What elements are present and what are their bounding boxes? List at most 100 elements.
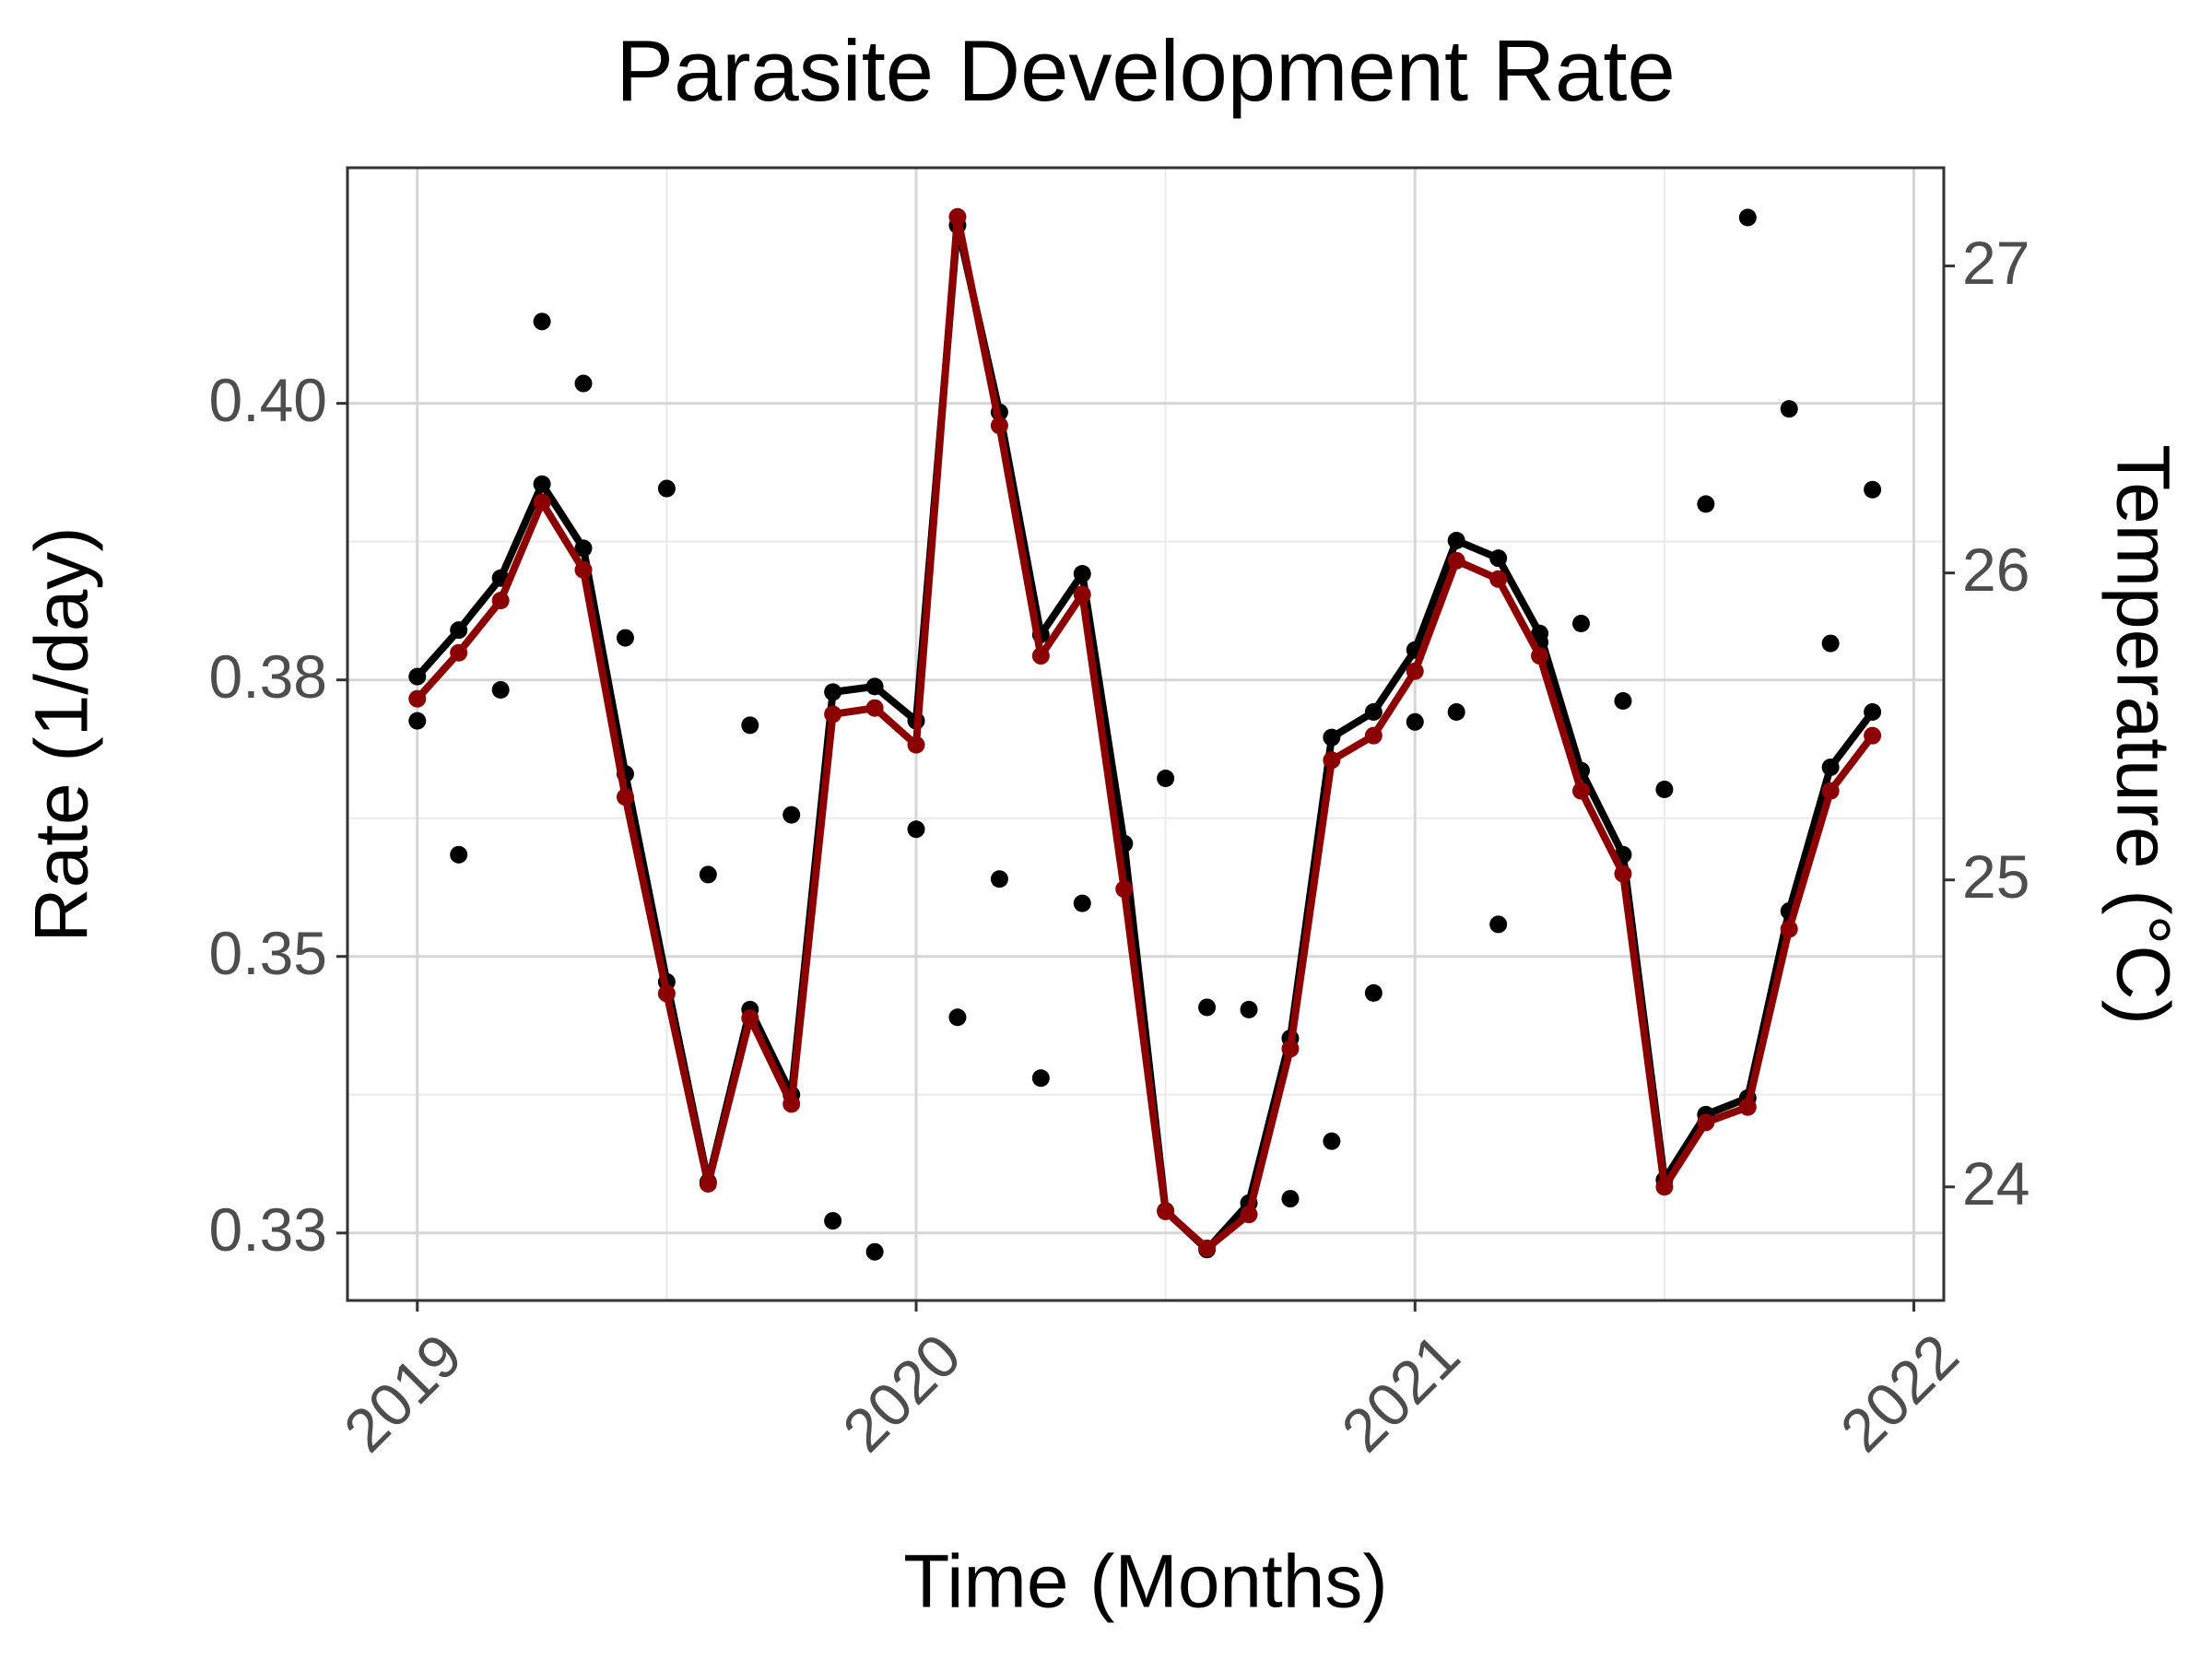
- data-point: [990, 870, 1008, 888]
- data-point: [1447, 531, 1465, 549]
- data-point: [1614, 865, 1632, 883]
- data-point: [1157, 1202, 1175, 1220]
- data-point: [491, 680, 510, 699]
- y-tick-label: 0.40: [209, 366, 327, 434]
- data-point: [1738, 208, 1757, 227]
- data-point: [533, 312, 551, 331]
- data-point: [408, 667, 427, 686]
- y2-tick-label: 27: [1962, 229, 2030, 297]
- data-point: [782, 1095, 801, 1113]
- data-point: [1489, 915, 1508, 934]
- data-point: [1323, 751, 1341, 770]
- data-point: [450, 621, 468, 640]
- data-point: [408, 689, 427, 708]
- x-axis-title: Time (Months): [903, 1540, 1387, 1624]
- data-point: [1821, 759, 1840, 777]
- data-point: [1240, 1000, 1258, 1018]
- data-point: [1614, 691, 1632, 710]
- data-point: [1780, 400, 1798, 418]
- data-point: [1031, 647, 1050, 665]
- data-point: [1073, 585, 1091, 604]
- data-point: [616, 788, 634, 806]
- data-point: [1364, 702, 1382, 721]
- data-point: [1489, 570, 1508, 588]
- data-point: [824, 705, 842, 724]
- data-point: [1447, 702, 1465, 721]
- data-point: [616, 629, 634, 647]
- data-point: [1655, 1178, 1674, 1196]
- data-point: [865, 699, 884, 717]
- data-point: [1821, 782, 1840, 800]
- data-point: [533, 493, 551, 512]
- data-point: [1864, 480, 1882, 499]
- data-point: [533, 475, 551, 493]
- data-point: [1323, 1132, 1341, 1150]
- x-tick-label: 2022: [1828, 1321, 1971, 1465]
- data-point: [1697, 495, 1715, 513]
- data-point: [1572, 782, 1591, 800]
- data-point: [1447, 551, 1465, 570]
- plot-border: [346, 166, 1946, 1302]
- data-point: [699, 1174, 717, 1193]
- data-point: [1281, 1190, 1300, 1208]
- data-point: [741, 1009, 759, 1028]
- y2-tick-label: 25: [1962, 842, 2030, 911]
- data-point: [574, 560, 593, 579]
- data-point: [907, 735, 925, 754]
- data-point: [1821, 634, 1840, 653]
- y-tick-label: 0.35: [209, 919, 327, 987]
- data-point: [824, 1212, 842, 1230]
- data-point: [1489, 549, 1508, 568]
- data-point: [1323, 728, 1341, 747]
- data-point: [741, 716, 759, 735]
- data-point: [699, 865, 717, 884]
- data-point: [450, 845, 468, 864]
- data-point: [1364, 983, 1382, 1002]
- series-line: [414, 213, 1876, 1253]
- data-point: [1655, 781, 1674, 799]
- data-point: [657, 984, 676, 1003]
- y2-tick-label: 24: [1962, 1149, 2030, 1218]
- data-point: [1697, 1113, 1715, 1132]
- data-point: [948, 1008, 967, 1027]
- x-tick-label: 2019: [331, 1321, 475, 1465]
- data-point: [1364, 726, 1382, 745]
- data-point: [450, 643, 468, 662]
- data-point: [1738, 1098, 1757, 1116]
- data-point: [1198, 1239, 1217, 1257]
- data-point: [491, 592, 510, 610]
- data-point: [907, 820, 925, 839]
- data-point: [574, 539, 593, 558]
- data-point: [782, 806, 801, 824]
- data-point: [865, 1242, 884, 1261]
- chart-title: Parasite Development Rate: [616, 22, 1675, 119]
- x-tick-label: 2020: [830, 1321, 973, 1465]
- data-point: [657, 479, 676, 498]
- data-point: [1864, 702, 1882, 721]
- data-point: [1780, 920, 1798, 938]
- data-point: [1531, 647, 1549, 665]
- x-tick-label: 2021: [1328, 1321, 1472, 1465]
- data-point: [1073, 894, 1091, 912]
- data-point: [865, 677, 884, 696]
- data-point: [990, 417, 1008, 435]
- data-point: [1073, 564, 1091, 582]
- data-point: [1531, 624, 1549, 642]
- data-point: [1406, 712, 1424, 731]
- data-point: [1240, 1206, 1258, 1224]
- y-axis-title: Rate (1/day): [20, 526, 104, 942]
- y-tick-label: 0.33: [209, 1195, 327, 1264]
- data-point: [1572, 614, 1591, 632]
- data-point: [1115, 880, 1134, 899]
- data-point: [948, 207, 967, 226]
- y2-axis-title: Temperature (°C): [2100, 444, 2184, 1025]
- data-point: [1281, 1040, 1300, 1058]
- data-point: [1157, 770, 1175, 788]
- data-point: [408, 712, 427, 730]
- y-tick-label: 0.38: [209, 642, 327, 711]
- data-point: [1031, 1069, 1050, 1088]
- y2-tick-label: 26: [1962, 535, 2030, 604]
- data-point: [1406, 662, 1424, 680]
